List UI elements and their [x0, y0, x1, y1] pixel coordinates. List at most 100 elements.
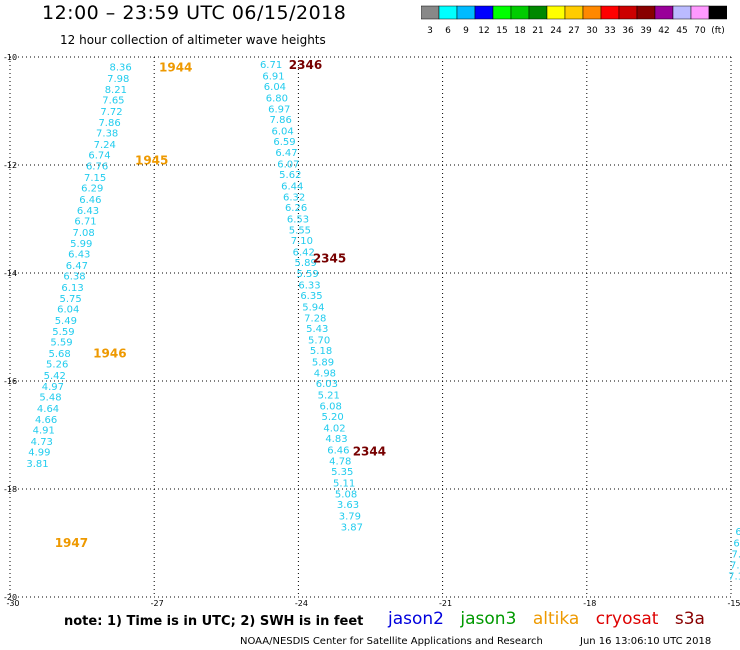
wave-height-value: 4.02 — [323, 423, 345, 434]
time-label: 2345 — [313, 251, 346, 265]
wave-height-value: 6.04 — [264, 82, 286, 93]
wave-height-value: 7.98 — [107, 74, 129, 85]
wave-height-value: 6.35 — [300, 291, 322, 302]
wave-height-value: 6.43 — [68, 250, 90, 261]
wave-height-value: 3.87 — [341, 522, 363, 533]
wave-height-value: 7. — [730, 561, 740, 572]
wave-height-value: 4.64 — [37, 404, 59, 415]
wave-height-value: 6.03 — [316, 379, 338, 390]
wave-height-value: 6.71 — [74, 217, 96, 228]
wave-height-map: -30 -27 -24 -21 -18 -15 -10 -12 -14 -16 -18 -20 8.36… — [4, 53, 740, 608]
wave-height-value: 6.80 — [266, 94, 288, 105]
timestamp: Jun 16 13:06:10 UTC 2018 — [580, 636, 712, 647]
wave-height-value: 5.94 — [302, 302, 324, 313]
scale-label: 12 — [478, 26, 489, 36]
scale-label: 3 — [427, 26, 433, 36]
wave-height-value: 3.79 — [339, 511, 361, 522]
wave-height-value: 6 — [733, 538, 739, 549]
wave-height-value: 6.97 — [268, 104, 290, 115]
wave-height-value: 4.91 — [33, 426, 55, 437]
scale-label: 27 — [568, 26, 579, 36]
wave-height-value: 7.86 — [98, 118, 120, 129]
scale-label: 70 — [694, 26, 706, 36]
wave-height-value: 7.15 — [84, 173, 106, 184]
time-label: 1945 — [135, 154, 168, 168]
wave-height-value: 4.97 — [42, 382, 64, 393]
scale-label: 33 — [604, 26, 615, 36]
wave-height-value: 5.89 — [312, 358, 334, 369]
scale-label: 15 — [496, 26, 507, 36]
wave-height-value: 6.29 — [81, 184, 103, 195]
y-tick-label: -18 — [4, 485, 17, 494]
wave-height-value: 6.59 — [273, 137, 295, 148]
wave-height-value: 6.32 — [283, 192, 305, 203]
wave-height-value: 6.13 — [61, 283, 83, 294]
legend-s3a: s3a — [674, 609, 705, 629]
wave-height-value: 8.21 — [105, 85, 127, 96]
wave-height-value: 5.49 — [55, 316, 77, 327]
wave-height-value: 5.75 — [60, 294, 82, 305]
credit-text: NOAA/NESDIS Center for Satellite Applica… — [240, 636, 543, 647]
wave-height-value: 7.08 — [72, 228, 94, 239]
wave-height-value: 5.55 — [289, 225, 311, 236]
time-label: 2344 — [353, 445, 386, 459]
wave-height-value: 6.44 — [281, 182, 303, 193]
y-tick-label: -14 — [4, 269, 17, 278]
x-tick-label: -24 — [295, 599, 308, 608]
scale-label: (ft) — [711, 26, 725, 36]
wave-height-value: 6.43 — [77, 206, 99, 217]
note-text: note: 1) Time is in UTC; 2) SWH is in fe… — [64, 614, 364, 629]
wave-height-value: 4.73 — [31, 437, 53, 448]
wave-height-value: 4.66 — [35, 415, 57, 426]
wave-height-value: 6.46 — [327, 446, 349, 457]
color-scale: 3 6 9 12 15 18 21 24 27 30 33 36 39 42 45 70 (ft) — [421, 5, 727, 36]
wave-height-value: 6.71 — [260, 60, 282, 71]
x-tick-label: -30 — [6, 599, 19, 608]
scale-label: 36 — [622, 26, 634, 36]
wave-height-value: 5.43 — [306, 324, 328, 335]
wave-height-value: 6.33 — [298, 280, 320, 291]
time-label: 1946 — [93, 346, 126, 360]
wave-height-value: 4.83 — [325, 434, 347, 445]
wave-height-value: 7. — [731, 549, 740, 560]
scale-label: 30 — [586, 26, 598, 36]
y-tick-label: -20 — [4, 593, 17, 602]
x-tick-label: -27 — [151, 599, 164, 608]
wave-height-value: 6.26 — [285, 203, 307, 214]
wave-height-value: 6.53 — [287, 214, 309, 225]
wave-height-value: 6.08 — [320, 401, 342, 412]
wave-height-value: 5.35 — [331, 467, 353, 478]
wave-height-value: 5.99 — [70, 239, 92, 250]
wave-height-value: 5.20 — [321, 412, 343, 423]
wave-height-value: 7.1 — [728, 571, 740, 582]
wave-height-value: 7.86 — [270, 115, 292, 126]
page-subtitle: 12 hour collection of altimeter wave hei… — [60, 33, 326, 47]
wave-height-value: 5.08 — [335, 489, 357, 500]
scale-label: 39 — [640, 26, 652, 36]
wave-height-value: 6.47 — [275, 148, 297, 159]
wave-height-value: 6.74 — [88, 151, 110, 162]
wave-height-value: 5.42 — [44, 371, 66, 382]
scale-label: 9 — [463, 26, 469, 36]
y-tick-label: -12 — [4, 161, 17, 170]
wave-height-value: 3.81 — [26, 459, 48, 470]
wave-height-value: 5.48 — [39, 393, 61, 404]
wave-height-value: 7.72 — [100, 107, 122, 118]
wave-height-value: 5.59 — [296, 269, 318, 280]
wave-height-value: 6.42 — [293, 247, 315, 258]
wave-height-value: 6.91 — [262, 71, 284, 82]
wave-height-value: 5.59 — [52, 327, 74, 338]
wave-height-value: 4.78 — [329, 456, 351, 467]
legend-jason3: jason3 — [460, 609, 517, 629]
legend-jason2: jason2 — [388, 609, 444, 629]
wave-height-value: 7.10 — [291, 236, 313, 247]
y-tick-label: -16 — [4, 377, 17, 386]
wave-height-value: 5.89 — [295, 258, 317, 269]
page-title: 12:00 – 23:59 UTC 06/15/2018 — [42, 2, 347, 24]
wave-height-value: 6 — [735, 527, 740, 538]
wave-height-value: 7.24 — [94, 140, 116, 151]
wave-height-value: 4.98 — [314, 368, 336, 379]
scale-label: 6 — [445, 26, 451, 36]
x-tick-label: -15 — [727, 599, 740, 608]
satellite-legend: jason2 jason3 altika cryosat s3a — [388, 609, 716, 629]
